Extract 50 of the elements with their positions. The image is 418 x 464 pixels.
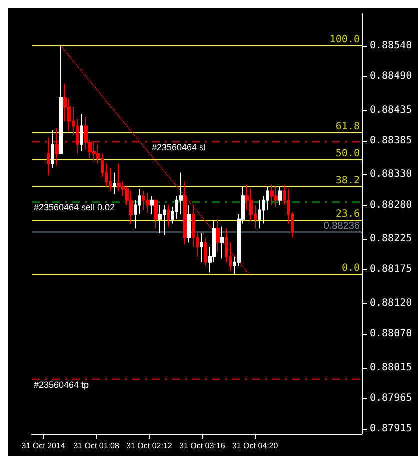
candlestick bbox=[167, 204, 170, 228]
candlestick bbox=[113, 172, 116, 195]
annotation: 100.0 bbox=[330, 34, 360, 46]
y-tick-label: 0.88225 bbox=[370, 234, 412, 245]
candlestick bbox=[154, 200, 158, 230]
y-tick-label: 0.88385 bbox=[370, 135, 412, 146]
y-tick-label: 0.88070 bbox=[370, 328, 412, 340]
candlestick bbox=[146, 192, 150, 214]
x-tick-label: 31 Oct 2014 bbox=[22, 442, 66, 450]
candlestick bbox=[117, 163, 121, 192]
candlestick bbox=[274, 186, 278, 208]
candlestick bbox=[51, 130, 54, 168]
annotation: 23.6 bbox=[336, 209, 360, 220]
candlestick bbox=[59, 45, 63, 154]
annotation: 0.0 bbox=[342, 263, 360, 274]
candlestick bbox=[80, 113, 83, 152]
y-tick-label: 0.88330 bbox=[370, 169, 412, 180]
candlestick bbox=[187, 204, 191, 244]
x-tick-label: 31 Oct 04:20 bbox=[232, 442, 279, 450]
y-tick-label: 0.88175 bbox=[370, 264, 412, 276]
ref-line-label: 0.88236 bbox=[324, 220, 360, 232]
y-tick-label: 0.88015 bbox=[370, 362, 412, 374]
candlestick bbox=[158, 204, 162, 234]
y-tick-label: 0.88540 bbox=[370, 40, 412, 52]
ref-line-label: #23560464 tp bbox=[34, 380, 90, 390]
y-tick-label: 0.87965 bbox=[370, 392, 412, 404]
x-tick-label: 31 Oct 03:16 bbox=[179, 442, 226, 450]
annotation: 38.2 bbox=[336, 175, 360, 186]
candlestick bbox=[109, 167, 112, 192]
candlestick bbox=[278, 186, 282, 206]
candlestick bbox=[258, 200, 261, 230]
candlestick bbox=[183, 182, 187, 246]
ref-line-label: #23560464 sl bbox=[152, 142, 206, 153]
candlestick bbox=[204, 237, 207, 266]
candlestick bbox=[270, 184, 274, 206]
y-tick-label: 0.88280 bbox=[370, 200, 412, 211]
y-tick-label: 0.88435 bbox=[370, 104, 412, 116]
candlestick bbox=[150, 196, 154, 215]
annotation: 50.0 bbox=[336, 148, 360, 160]
annotation: 61.8 bbox=[336, 121, 360, 132]
y-tick-label: 0.88120 bbox=[370, 298, 412, 309]
candlestick bbox=[200, 233, 203, 263]
y-tick-label: 0.87915 bbox=[370, 424, 412, 435]
x-tick-label: 31 Oct 01:08 bbox=[74, 442, 120, 450]
y-tick-label: 0.88490 bbox=[370, 71, 412, 82]
candlestick bbox=[129, 190, 133, 224]
candlestick bbox=[220, 226, 224, 260]
candlestick bbox=[216, 218, 220, 252]
x-tick-label: 31 Oct 02:12 bbox=[126, 442, 173, 450]
ref-line-label: #23560464 sell 0.02 bbox=[34, 202, 116, 213]
